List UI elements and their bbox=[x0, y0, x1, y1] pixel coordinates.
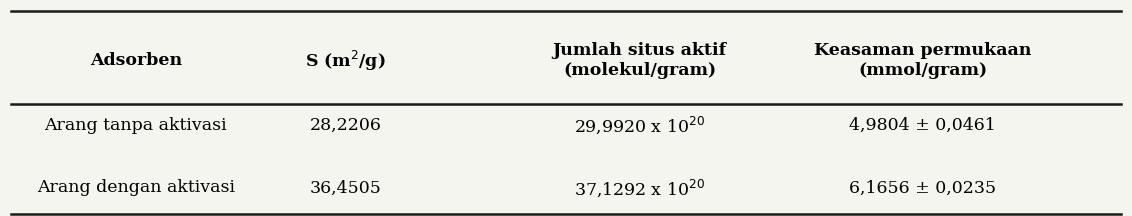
Text: S (m$^2$/g): S (m$^2$/g) bbox=[305, 48, 386, 73]
Text: 29,9920 x 10$^{20}$: 29,9920 x 10$^{20}$ bbox=[574, 114, 705, 136]
Text: 4,9804 ± 0,0461: 4,9804 ± 0,0461 bbox=[849, 117, 996, 134]
Text: 6,1656 ± 0,0235: 6,1656 ± 0,0235 bbox=[849, 179, 996, 196]
Text: Adsorben: Adsorben bbox=[89, 52, 182, 69]
Text: 37,1292 x 10$^{20}$: 37,1292 x 10$^{20}$ bbox=[574, 177, 705, 199]
Text: Arang tanpa aktivasi: Arang tanpa aktivasi bbox=[44, 117, 228, 134]
Text: Keasaman permukaan
(mmol/gram): Keasaman permukaan (mmol/gram) bbox=[814, 41, 1031, 79]
Text: Arang dengan aktivasi: Arang dengan aktivasi bbox=[37, 179, 234, 196]
Text: Jumlah situs aktif
(molekul/gram): Jumlah situs aktif (molekul/gram) bbox=[552, 41, 727, 79]
Text: 36,4505: 36,4505 bbox=[309, 179, 381, 196]
Text: 28,2206: 28,2206 bbox=[309, 117, 381, 134]
